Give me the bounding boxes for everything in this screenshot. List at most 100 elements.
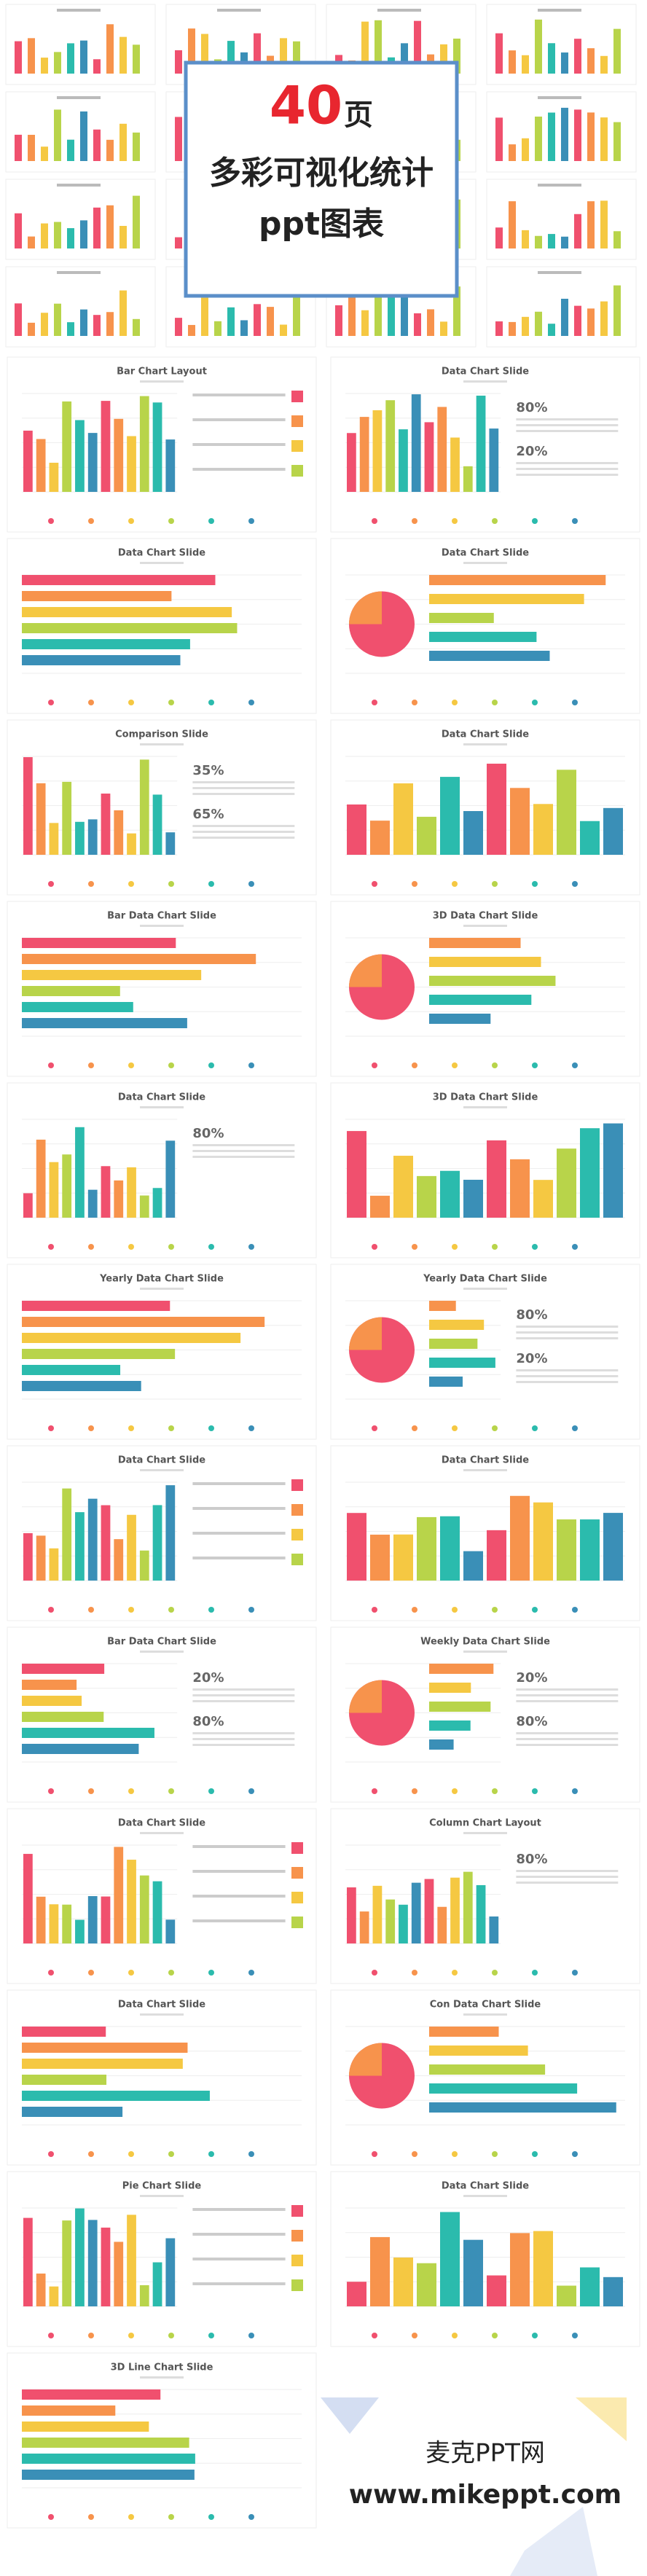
legend-dot [248,1607,254,1613]
bar [75,1127,85,1218]
slide: Bar Data Chart Slide [7,901,317,1077]
slide: Data Chart Slide [330,1445,640,1621]
legend-dot [372,1244,377,1250]
mini-bar [561,52,568,74]
legend-dot [452,1788,458,1794]
bar [450,437,460,492]
mini-bar [574,305,581,336]
mini-bar [522,230,529,248]
bar [22,2059,183,2069]
legend-dot [372,1970,377,1976]
bar [114,418,124,492]
cover-unit: 页 [344,98,373,132]
mini-bar [175,237,182,248]
mini-bar [600,117,608,161]
slide-title: Column Chart Layout [429,1818,541,1829]
bar [429,613,494,623]
bar [370,821,390,855]
text-line [516,1331,619,1334]
bar [49,2286,59,2306]
legend-dot [572,1607,578,1613]
legend-dot [452,1244,458,1250]
slide-subtitle [140,562,184,564]
bar [429,1014,491,1024]
legend-dot [532,1062,538,1068]
bar [165,1919,176,1943]
legend-dot [412,881,417,887]
brand: 麦克PPT网 [426,2439,545,2468]
slide: Column Chart Layout 80% [330,1808,640,1984]
bar [152,794,162,855]
slide-frame [7,1082,317,1258]
legend-dot [248,700,254,705]
bar [557,1148,576,1218]
legend-dot [168,700,174,705]
bar [22,639,190,649]
bar [22,2438,189,2448]
bar [417,2263,436,2306]
mini-bar [293,41,300,74]
mini-bar [93,207,101,248]
mini-bar [119,290,127,336]
mini-bar [453,286,460,336]
mini-bar [188,28,195,74]
legend-dot [532,1607,538,1613]
mini-bar [280,38,287,74]
mini-bar [440,321,447,336]
bar [429,1664,494,1674]
bar [22,607,232,617]
bar [370,1195,390,1218]
bar [101,1896,111,1943]
legend-dot [572,1244,578,1250]
bar [139,396,149,492]
text-line [516,1876,619,1878]
bar [49,823,59,855]
bar [489,1916,499,1943]
bar [22,2422,149,2432]
mini-bar [293,291,300,336]
bar [22,2107,123,2117]
bar [429,976,556,986]
icon-box [291,391,303,402]
mini-bar [267,307,274,336]
legend-dot [572,700,578,705]
percent-label: 80% [516,1852,547,1867]
legend-dot [532,1244,538,1250]
legend-dot [372,881,377,887]
mini-bar [587,201,595,248]
bar [22,954,256,964]
bar [152,1505,162,1581]
slide-subtitle [140,380,184,383]
legend-dot [48,2333,54,2338]
bar [510,788,530,855]
percent-label: 20% [516,1670,547,1686]
slide: Yearly Data Chart Slide 80% 20% [330,1264,640,1440]
mini-bar [119,123,127,161]
bar [429,1320,485,1330]
percent-label: 20% [192,1670,224,1686]
mini-bar [522,316,529,336]
bar [417,1175,436,1218]
mini-bar [613,231,621,248]
icon-box [291,415,303,427]
slide: Comparison Slide 35% 65% [7,719,317,896]
legend-dot [208,1788,214,1794]
mini-bar [67,228,74,248]
legend-dot [248,1062,254,1068]
mini-bar [54,303,61,336]
percent-label: 80% [516,400,547,415]
bar [139,759,149,855]
legend-dot [168,518,174,524]
legend-dot [208,1970,214,1976]
legend-dot [208,881,214,887]
legend-dot [452,1607,458,1613]
bar [440,1170,460,1218]
mini-bar [67,139,74,161]
bar [49,463,59,492]
text-line [516,1381,619,1383]
bar [429,651,550,661]
mini-bar [80,309,87,336]
text-line [516,468,619,470]
mini-bar [106,312,114,336]
slide-subtitle [140,1106,184,1108]
